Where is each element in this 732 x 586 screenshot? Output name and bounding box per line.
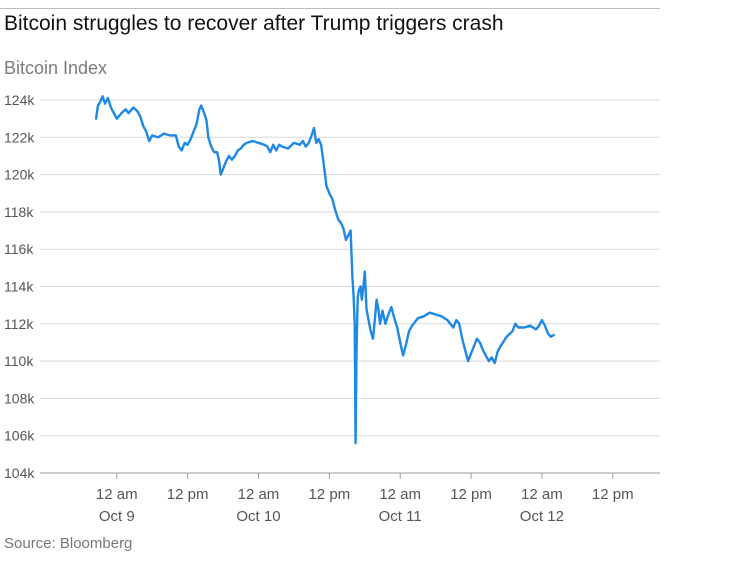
x-tick-label: 12 pm — [450, 486, 492, 503]
x-tick-label: 12 am — [96, 486, 138, 503]
source-note: Source: Bloomberg — [4, 535, 133, 552]
x-tick-label: 12 pm — [308, 486, 350, 503]
top-rule — [0, 8, 660, 9]
x-tick-date-label: Oct 12 — [520, 508, 564, 525]
x-tick-label: 12 am — [379, 486, 421, 503]
chart-subtitle: Bitcoin Index — [4, 58, 108, 78]
gridlines — [40, 99, 660, 474]
x-tick-label: 12 am — [238, 486, 280, 503]
x-tick-label: 12 pm — [592, 486, 634, 503]
y-tick-label: 108k — [4, 390, 35, 406]
y-tick-label: 120k — [4, 167, 35, 183]
x-tick-date-label: Oct 9 — [99, 508, 135, 525]
y-tick-label: 122k — [4, 129, 35, 145]
chart-title: Bitcoin struggles to recover after Trump… — [4, 12, 504, 35]
y-tick-label: 116k — [4, 241, 34, 257]
x-tick-date-label: Oct 11 — [379, 508, 422, 525]
y-tick-label: 114k — [4, 279, 34, 295]
y-tick-label: 112k — [4, 316, 34, 332]
x-tick-label: 12 am — [521, 486, 563, 503]
x-tick-date-label: Oct 10 — [236, 508, 280, 525]
y-tick-label: 124k — [4, 92, 35, 108]
x-tick-label: 12 pm — [167, 486, 209, 503]
y-tick-label: 110k — [4, 353, 34, 369]
y-tick-label: 106k — [4, 428, 35, 444]
x-axis-ticks: 12 am Oct 9 12 pm 12 am Oct 10 12 pm 12 am Oct … — [96, 473, 634, 525]
y-tick-label: 104k — [4, 465, 35, 481]
y-tick-label: 118k — [4, 204, 34, 220]
bitcoin-index-line — [94, 95, 555, 445]
y-axis-ticks: 104k 106k 108k 110k 112k 114k 116k 118k 120k 122k… — [4, 92, 35, 481]
